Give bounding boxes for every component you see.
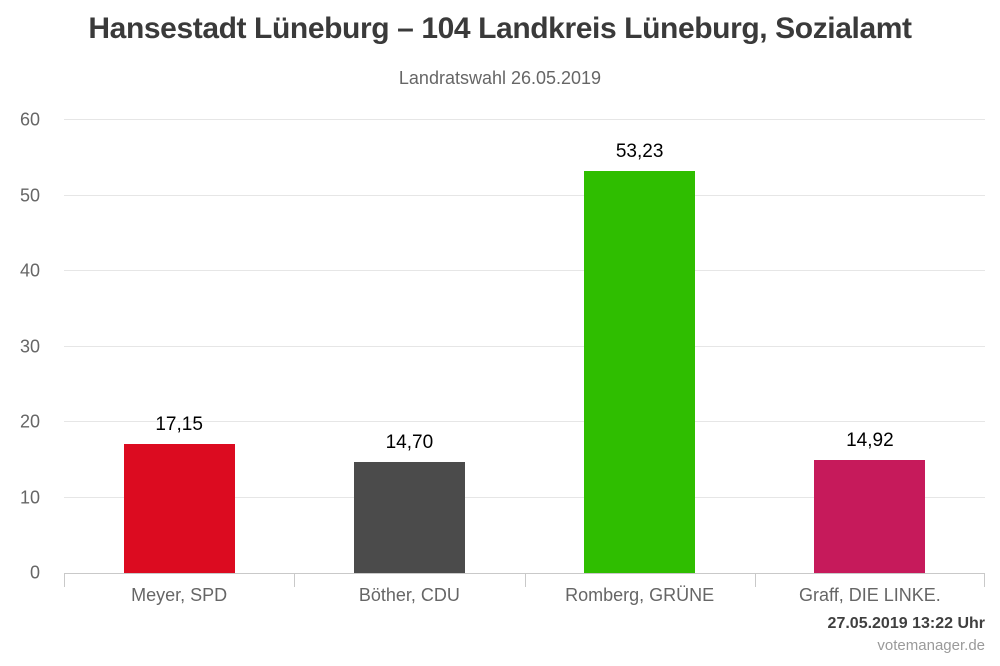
gridline <box>64 345 985 347</box>
x-axis-label: Böther, CDU <box>358 585 460 605</box>
gridline <box>64 496 985 498</box>
y-axis-label: 40 <box>19 260 40 281</box>
chart-footer: 27.05.2019 13:22 Uhr votemanager.de <box>828 613 985 657</box>
axis-tick <box>754 573 756 587</box>
y-axis-label: 20 <box>19 411 40 432</box>
bar-3[interactable] <box>584 171 696 573</box>
x-axis-label: Meyer, SPD <box>131 585 228 605</box>
y-axis-label: 30 <box>19 336 40 356</box>
timestamp: 27.05.2019 13:22 Uhr <box>827 615 985 632</box>
gridline <box>64 270 985 272</box>
y-axis-label: 10 <box>19 487 40 508</box>
axis-tick <box>984 573 985 587</box>
axis-tick <box>64 573 65 587</box>
x-axis-label: Graff, DIE LINKE. <box>799 585 941 605</box>
chart-subtitle: Landratswahl 26.05.2019 <box>398 68 602 88</box>
gridline <box>64 194 985 196</box>
source-link[interactable]: votemanager.de <box>877 637 985 654</box>
bar-value-label: 53,23 <box>615 141 664 163</box>
bar-1[interactable] <box>123 443 235 573</box>
bar-4[interactable] <box>814 460 926 573</box>
chart-title: Hansestadt Lüneburg – 104 Landkreis Lüne… <box>88 12 912 45</box>
bar-2[interactable] <box>353 462 465 573</box>
bar-value-label: 17,15 <box>155 413 203 435</box>
gridline <box>64 119 985 120</box>
plot-area: 0 10 20 30 40 50 60 17,15 Meyer, SPD 14,70 Böther,… <box>20 110 985 605</box>
axis-tick <box>524 573 526 587</box>
y-axis-label: 50 <box>19 185 40 205</box>
bar-value-label: 14,92 <box>846 430 894 452</box>
y-axis-label: 0 <box>29 562 40 583</box>
gridline <box>64 421 985 423</box>
x-axis-label: Romberg, GRÜNE <box>565 585 715 605</box>
bar-value-label: 14,70 <box>385 432 434 454</box>
axis-tick <box>294 573 296 587</box>
y-axis-label: 60 <box>19 109 40 130</box>
